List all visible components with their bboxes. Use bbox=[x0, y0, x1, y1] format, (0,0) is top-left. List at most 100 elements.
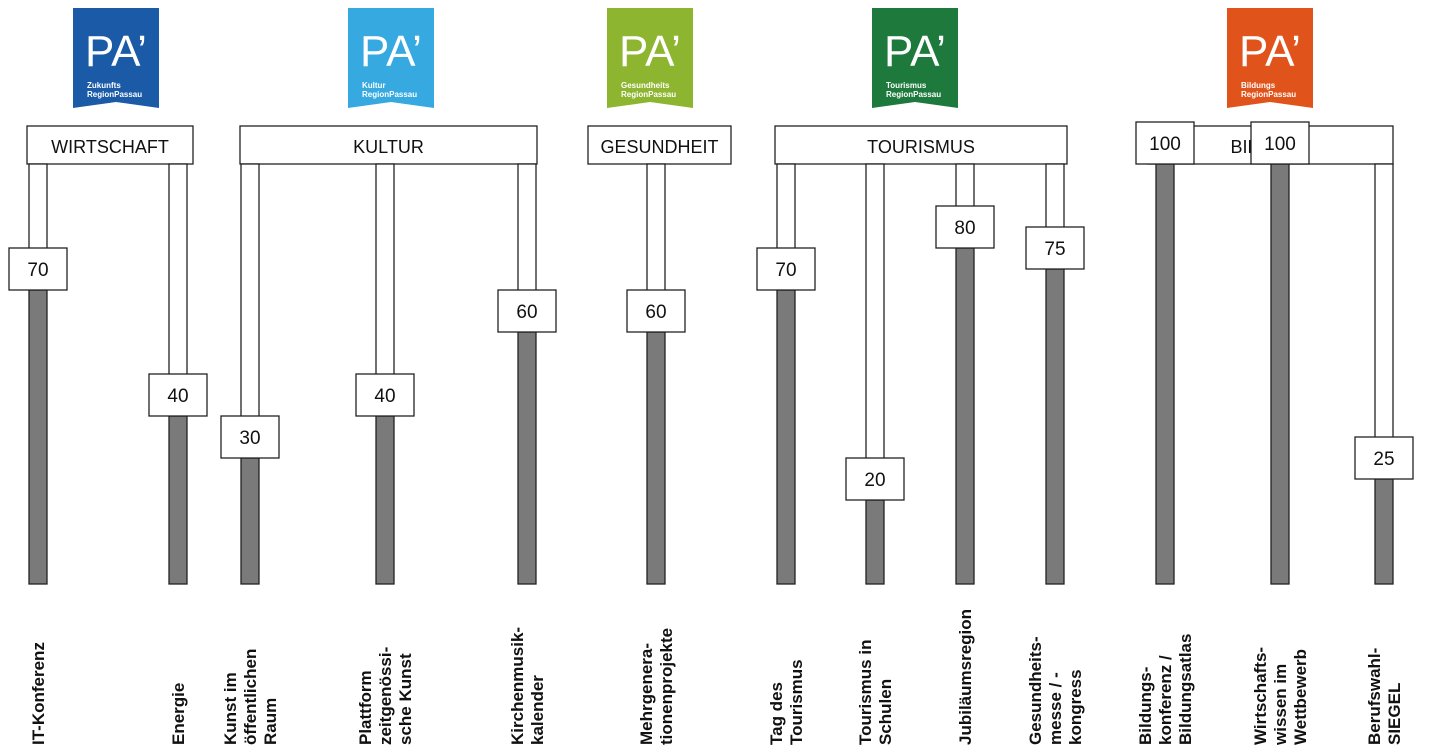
category-label: Plattform bbox=[356, 670, 375, 745]
category-label: kalender bbox=[528, 675, 547, 745]
value-label: 100 bbox=[1264, 134, 1296, 155]
group-header-box bbox=[587, 125, 732, 165]
logo-shape bbox=[73, 8, 159, 108]
category-label: öffentlichen bbox=[241, 649, 260, 745]
category-label: Berufswahl- bbox=[1365, 648, 1384, 745]
value-label: 60 bbox=[645, 302, 666, 323]
logo-mark: PA’ bbox=[619, 27, 681, 76]
category-label: Jubiläumsregion bbox=[956, 609, 975, 745]
logo-shape bbox=[872, 8, 958, 108]
category-label: wissen im bbox=[1271, 664, 1290, 746]
category-label: Wirtschafts- bbox=[1251, 647, 1270, 745]
value-label: 70 bbox=[27, 260, 48, 281]
logo-line1: Tourismus bbox=[886, 81, 927, 90]
category-label: Raum bbox=[261, 698, 280, 745]
category-label: Gesundheits- bbox=[1026, 636, 1045, 745]
logo-line1: Gesundheits bbox=[621, 81, 670, 90]
logo-line2: RegionPassau bbox=[1241, 90, 1296, 99]
logo-line2: RegionPassau bbox=[362, 90, 417, 99]
bar bbox=[375, 415, 395, 585]
logo-mark: PA’ bbox=[884, 27, 946, 76]
logo-line2: RegionPassau bbox=[87, 90, 142, 99]
bar bbox=[776, 289, 796, 585]
category-label: Bildungs- bbox=[1136, 667, 1155, 745]
bar bbox=[1270, 163, 1290, 585]
logo-mark: PA’ bbox=[360, 27, 422, 76]
group-header-box bbox=[774, 125, 1068, 165]
value-label: 70 bbox=[775, 260, 796, 281]
category-label: tionenprojekte bbox=[657, 628, 676, 745]
category-label: Energie bbox=[169, 683, 188, 745]
logo-line2: RegionPassau bbox=[886, 90, 941, 99]
value-label: 25 bbox=[1373, 449, 1394, 470]
category-label: Kirchenmusik- bbox=[508, 627, 527, 745]
logo-shape bbox=[607, 8, 693, 108]
group-header-label: KULTUR bbox=[353, 137, 424, 157]
value-label-box bbox=[220, 415, 280, 459]
category-label: Schulen bbox=[876, 679, 895, 745]
value-label: 75 bbox=[1044, 239, 1065, 260]
bar bbox=[28, 289, 48, 585]
value-label-box bbox=[1135, 121, 1195, 165]
value-label-box bbox=[355, 373, 415, 417]
logo-shape bbox=[1227, 8, 1313, 108]
bar-tube bbox=[240, 163, 260, 459]
category-label: Tag des bbox=[767, 682, 786, 745]
category-label: IT-Konferenz bbox=[29, 642, 48, 745]
logo-line1: Kultur bbox=[362, 81, 386, 90]
value-label-box bbox=[148, 373, 208, 417]
bar bbox=[240, 457, 260, 585]
value-label-box bbox=[756, 247, 816, 291]
logo-line1: Bildungs bbox=[1241, 81, 1276, 90]
bar bbox=[865, 499, 885, 585]
category-label: Tourismus in bbox=[856, 640, 875, 745]
value-label-box bbox=[8, 247, 68, 291]
value-label-box bbox=[1250, 121, 1310, 165]
logo-shape bbox=[348, 8, 434, 108]
bar bbox=[1374, 478, 1394, 585]
logo-line1: Zukunfts bbox=[87, 81, 121, 90]
value-label: 80 bbox=[954, 218, 975, 239]
value-label-box bbox=[497, 289, 557, 333]
value-label-box bbox=[1025, 226, 1085, 270]
bar bbox=[1045, 268, 1065, 585]
bar bbox=[1155, 163, 1175, 585]
bar bbox=[955, 247, 975, 585]
category-label: messe / - bbox=[1046, 672, 1065, 745]
value-label: 40 bbox=[374, 386, 395, 407]
category-label: konferenz / bbox=[1156, 655, 1175, 745]
logo-mark: PA’ bbox=[1239, 27, 1301, 76]
bar-tube bbox=[1374, 163, 1394, 480]
category-label: Tourismus bbox=[787, 659, 806, 745]
bar bbox=[517, 331, 537, 585]
category-label: Bildungsatlas bbox=[1176, 634, 1195, 745]
group-header-label: TOURISMUS bbox=[867, 137, 975, 157]
value-label: 60 bbox=[516, 302, 537, 323]
bar bbox=[168, 415, 188, 585]
group-header-box bbox=[239, 125, 538, 165]
category-label: kongress bbox=[1066, 669, 1085, 745]
category-label: Kunst im bbox=[221, 672, 240, 745]
bar-tube bbox=[865, 163, 885, 501]
value-label-box bbox=[935, 205, 995, 249]
logo-line2: RegionPassau bbox=[621, 90, 676, 99]
bar bbox=[646, 331, 666, 585]
category-label: Mehrgenera- bbox=[637, 643, 656, 745]
category-label: SIEGEL bbox=[1385, 683, 1404, 745]
value-label: 30 bbox=[239, 428, 260, 449]
value-label: 40 bbox=[167, 386, 188, 407]
group-header-label: WIRTSCHAFT bbox=[51, 137, 169, 157]
group-header-box bbox=[26, 125, 194, 165]
group-header-label: GESUNDHEIT bbox=[600, 137, 718, 157]
value-label-box bbox=[626, 289, 686, 333]
category-label: sche Kunst bbox=[396, 653, 415, 745]
value-label: 20 bbox=[864, 470, 885, 491]
category-label: Wettbewerb bbox=[1291, 649, 1310, 745]
